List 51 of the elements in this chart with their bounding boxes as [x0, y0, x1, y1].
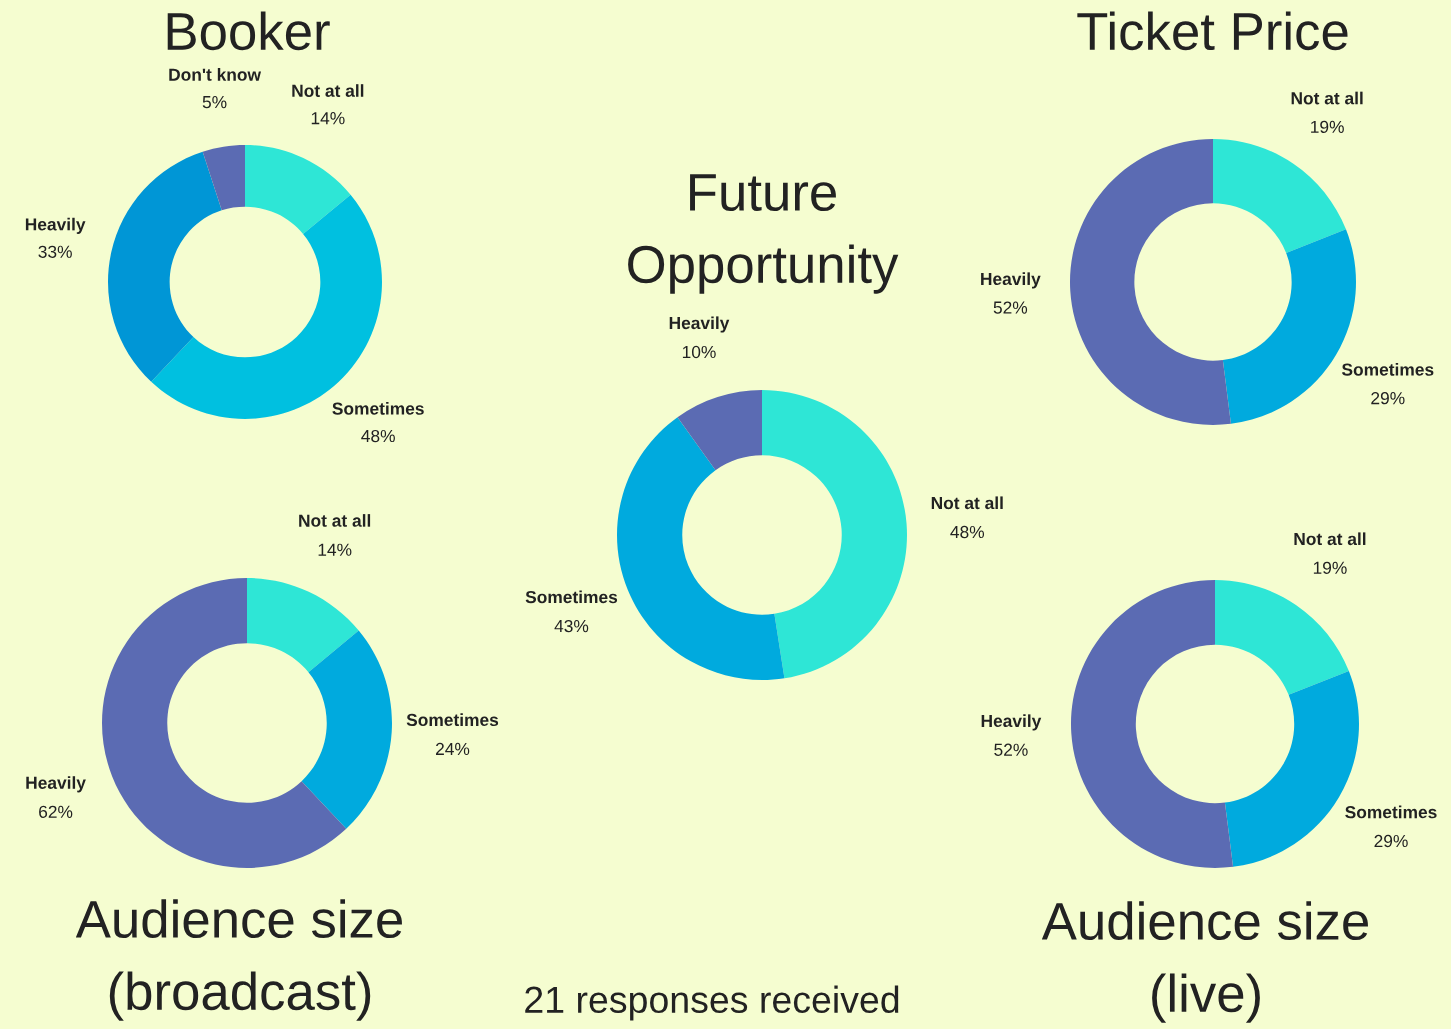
- slice-label: Not at all: [931, 496, 1003, 510]
- donut-slice: [245, 145, 351, 234]
- slice-label: Heavily: [26, 776, 86, 793]
- slice-label: Sometimes: [525, 590, 618, 604]
- text: Audience size (broadcast): [75, 899, 402, 1021]
- data-label: 5%: [202, 96, 227, 109]
- donut-slice: [301, 630, 392, 829]
- slice-label: Heavily: [981, 272, 1041, 289]
- donut-slice: [762, 390, 907, 679]
- data-label: 19%: [1311, 120, 1344, 134]
- data-label: 48%: [950, 525, 985, 539]
- data-label: 14%: [311, 112, 345, 125]
- slice-label: Don't know: [169, 68, 262, 81]
- donut-slice: [202, 145, 245, 211]
- slice-label: Heavily: [981, 714, 1042, 731]
- data-label: 24%: [435, 742, 470, 756]
- slice-label: Not at all: [1291, 91, 1363, 105]
- donut-slice: [102, 578, 347, 868]
- donut-slice: [1215, 580, 1349, 695]
- donut-slice: [1070, 139, 1231, 425]
- slice-label: Sometimes: [406, 713, 499, 727]
- slice-label: Not at all: [292, 84, 364, 97]
- slice-label: Not at all: [1294, 532, 1366, 546]
- text: 21 responses received: [525, 985, 899, 1021]
- donut-slice: [1213, 139, 1346, 254]
- chart-title: Future Opportunity: [628, 174, 899, 294]
- data-label: 33%: [38, 245, 72, 258]
- text: Audience size (live): [1041, 901, 1368, 1023]
- data-label: 48%: [361, 429, 395, 443]
- data-label: 29%: [1371, 392, 1405, 405]
- donut-slice: [617, 417, 785, 680]
- data-label: 43%: [554, 619, 589, 633]
- slice-label: Not at all: [299, 514, 371, 527]
- slice-label: Heavily: [25, 217, 86, 234]
- slice-label: Heavily: [669, 316, 730, 333]
- donut-slice: [677, 390, 762, 471]
- data-label: 19%: [1313, 561, 1347, 574]
- data-label: 62%: [39, 805, 73, 818]
- data-label: 52%: [994, 743, 1028, 756]
- data-label: 29%: [1374, 834, 1408, 848]
- donut-slice: [247, 578, 359, 673]
- slice-label: Sometimes: [332, 402, 424, 415]
- slice-label: Sometimes: [1345, 805, 1437, 819]
- chart-title: Booker: [167, 11, 330, 51]
- donut-slice: [108, 151, 222, 382]
- data-label: 14%: [318, 543, 352, 556]
- slice-label: Sometimes: [1341, 362, 1434, 376]
- data-label: 52%: [993, 301, 1028, 314]
- chart-title: Ticket Price: [1077, 11, 1348, 51]
- donut-slice: [1071, 580, 1234, 868]
- data-label: 10%: [682, 345, 716, 359]
